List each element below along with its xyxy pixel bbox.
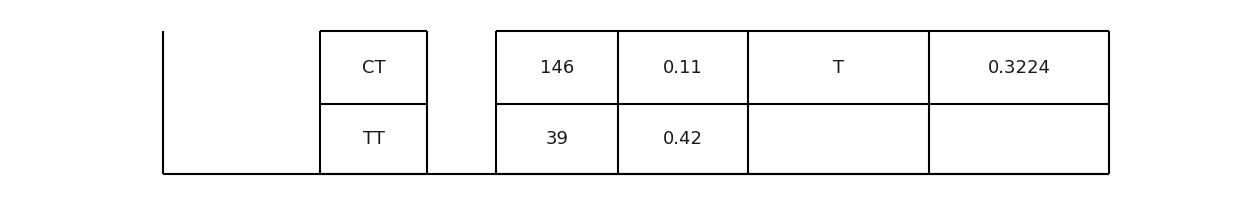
Text: 0.3224: 0.3224 xyxy=(987,59,1050,77)
Text: 0.11: 0.11 xyxy=(663,59,703,77)
Text: TT: TT xyxy=(362,130,384,148)
Text: T: T xyxy=(833,59,844,77)
Text: 0.42: 0.42 xyxy=(663,130,703,148)
Text: 146: 146 xyxy=(541,59,574,77)
Text: 39: 39 xyxy=(546,130,569,148)
Text: CT: CT xyxy=(362,59,386,77)
